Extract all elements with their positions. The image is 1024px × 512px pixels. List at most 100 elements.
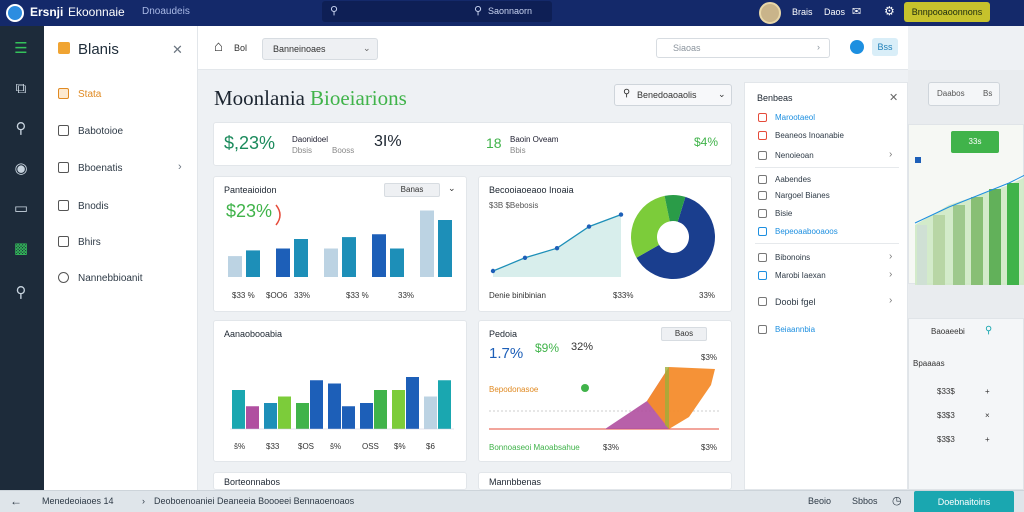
sidebar-item-label: Bhirs (78, 237, 101, 248)
share-icon[interactable]: ⧉ (15, 80, 27, 97)
chart-bar (294, 239, 308, 277)
menu-icon[interactable]: ☰ (14, 40, 28, 57)
upgrade-button[interactable]: Bnnpooaoonnons (904, 2, 990, 22)
search-icon: ⚲ (330, 5, 339, 17)
chevron-down-icon[interactable]: ⌄ (448, 183, 456, 193)
card-footer-value: $33 % (346, 291, 369, 300)
card-title: Borteonnabos (224, 477, 281, 487)
search-input[interactable]: Siaoas › (656, 38, 830, 58)
app-logo-icon[interactable] (6, 4, 24, 22)
panel-item-label: Marobi Iaexan (775, 271, 826, 280)
primary-action-button[interactable]: Doebnaitoins (914, 491, 1014, 512)
background-dropdown[interactable]: Daabos Bs (928, 82, 1000, 106)
avatar[interactable] (759, 2, 781, 24)
card-footer-value: $3% (701, 443, 718, 452)
search-icon (58, 272, 69, 283)
status-text: Menedeoiaoes 14 (42, 496, 114, 506)
status-item[interactable]: Beoio (808, 496, 832, 506)
card-dropdown[interactable]: Baos (661, 327, 707, 341)
panel-item[interactable]: Beiaannbia (745, 321, 909, 339)
folder-icon[interactable]: ▭ (13, 200, 29, 217)
panel-item-label: Bepeoaabooaoos (775, 227, 838, 236)
card-bar-chart: Panteaioidon Banas ⌄ $23% $33 % $OO6 33%… (213, 176, 467, 312)
chart-bar (232, 390, 245, 429)
period-dropdown[interactable]: ⚲ Benedoaoaolis ⌄ (614, 84, 732, 106)
panel-item[interactable]: Bisie (745, 205, 909, 223)
line-point (554, 246, 560, 251)
sidebar-item-label: Babotoioe (78, 126, 124, 137)
chart-legend: $3B $Bebosis (489, 201, 539, 210)
chart-bar (246, 250, 260, 277)
search-icon[interactable]: ⚲ (15, 284, 27, 301)
panel-item[interactable]: Nenoieoan › (745, 147, 909, 165)
topbar-item-1[interactable]: Brais (792, 7, 813, 17)
dropdown-label: Daabos (937, 89, 965, 98)
line-point (618, 212, 624, 217)
sidebar-item-bhirs[interactable]: Bhirs (44, 230, 198, 256)
panel-item[interactable]: Marobi Iaexan › (745, 267, 909, 285)
panel-item[interactable]: Nargoel Bianes (745, 187, 909, 205)
tick-label: $33 (266, 442, 280, 451)
tick-label: $OS (298, 442, 314, 451)
sidebar-item-babotoioe[interactable]: Babotoioe (44, 119, 198, 145)
close-icon[interactable]: ✕ (889, 92, 899, 104)
sidebar-item-bboenatis[interactable]: Bboenatis › (44, 156, 198, 182)
kpi-value: $,23% (224, 133, 276, 153)
global-search-input[interactable]: ⚲ ⚲ Saonnaorn (322, 1, 552, 22)
card-footer-label: Denie binibinian (489, 291, 546, 300)
settings-icon[interactable]: ⚙ (884, 4, 895, 18)
line-point (522, 255, 528, 260)
panel-item[interactable]: Doobi fgel › (745, 293, 909, 311)
close-icon[interactable]: ✕ (172, 42, 183, 57)
view-select[interactable]: Banneinoaes ⌄ (262, 38, 378, 60)
search-icon[interactable]: ⚲ (15, 120, 27, 137)
home-icon[interactable]: ⌂ (214, 38, 224, 55)
breadcrumb[interactable]: Dnoaudeis (142, 6, 190, 17)
card-title: Aanaobooabia (224, 329, 283, 339)
kpi-label: Baoin Oveam (510, 135, 559, 144)
table-cell: $3$3 (937, 411, 955, 420)
toolbar-button[interactable]: Bss (872, 38, 898, 56)
app-brand-secondary: Ekoonnaie (68, 5, 125, 19)
card-bottom-left: Borteonnabos (213, 472, 467, 490)
sidebar-item-bnodis[interactable]: Bnodis (44, 194, 198, 220)
panel-item[interactable]: Bepeoaabooaoos (745, 223, 909, 241)
card-title: Mannbbenas (489, 477, 542, 487)
panel-item[interactable]: Aabendes (745, 171, 909, 189)
close-icon[interactable]: × (985, 411, 990, 420)
chevron-right-icon: › (889, 269, 893, 280)
sidebar-item-nannebbioanit[interactable]: Nannebbioanit (44, 266, 198, 292)
add-icon[interactable]: + (985, 435, 990, 444)
kpi-value: 18 (486, 135, 502, 151)
globe-icon[interactable]: ◉ (14, 160, 28, 177)
card-footer-value: $33% (613, 291, 634, 300)
add-icon[interactable]: + (985, 387, 990, 396)
notification-icon[interactable]: ✉ (852, 6, 862, 18)
search-placeholder: Siaoas (673, 43, 701, 53)
panel-item-label: Nenoieoan (775, 151, 814, 160)
home-label[interactable]: Bol (234, 43, 248, 53)
page-title: Moonlania (214, 86, 305, 110)
panel-item-label: Beaneos Inoanabie (775, 131, 844, 140)
sidebar-item-stata[interactable]: Stata (44, 82, 198, 108)
tick-label: $% (394, 442, 406, 451)
chart-icon[interactable]: ▩ (13, 240, 29, 257)
clock-icon[interactable]: ◷ (892, 495, 902, 507)
back-icon[interactable]: ← (10, 494, 22, 508)
toolbar: ⌂ Bol Banneinoaes ⌄ Siaoas › Bss (198, 26, 908, 70)
table-cell: $3$3 (937, 435, 955, 444)
panel-item[interactable]: Bibonoins › (745, 249, 909, 267)
panel-item[interactable]: Beaneos Inoanabie (745, 127, 909, 145)
status-item[interactable]: Sbbos (852, 496, 878, 506)
app-brand: Ersnji (30, 5, 64, 19)
chevron-down-icon: ⌄ (363, 43, 371, 53)
bg-bar (933, 215, 945, 285)
line-point (586, 224, 592, 229)
topbar-item-2[interactable]: Daos (824, 7, 846, 17)
chart-bar (228, 256, 242, 277)
search-icon[interactable]: ⚲ (985, 325, 993, 336)
card-dropdown[interactable]: Banas (384, 183, 440, 197)
info-icon[interactable] (850, 40, 864, 54)
accent-arc (275, 204, 281, 226)
panel-item[interactable]: Marootaeol (745, 109, 909, 127)
